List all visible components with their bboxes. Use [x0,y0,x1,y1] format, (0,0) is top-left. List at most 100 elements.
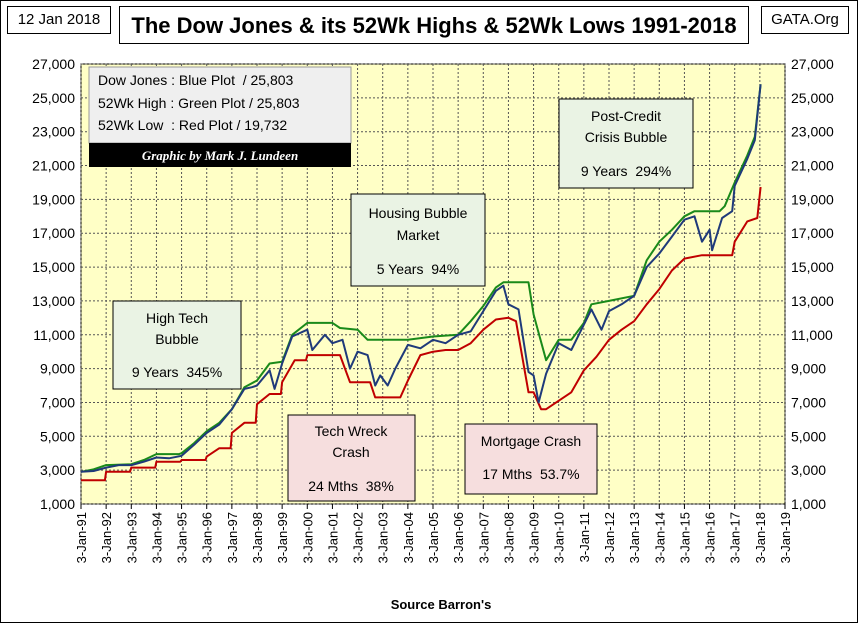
note-high-tech-line2: Bubble [155,331,199,347]
note-high-tech-box [112,300,242,390]
y-tick-label-right: 1,000 [791,496,826,512]
note-post-credit-line2: Crisis Bubble [585,129,668,145]
x-tick-label: 3-Jan-96 [200,512,215,563]
x-axis-label: Source Barron's [391,597,492,612]
note-post-credit: Post-Credit Crisis Bubble 9 Years 294% [558,98,694,189]
y-tick-label-right: 3,000 [791,462,826,478]
y-tick-label-right: 23,000 [791,124,834,140]
y-tick-label-left: 1,000 [40,496,75,512]
y-tick-label-right: 27,000 [791,56,834,72]
y-tick-label-left: 13,000 [32,293,75,309]
note-tech-wreck-line3: 24 Mths 38% [308,478,394,494]
y-tick-label-left: 11,000 [33,327,75,343]
credit-bar [89,143,351,167]
note-tech-wreck-box [287,414,416,502]
series-52wk-high [80,84,762,473]
credit-text: Graphic by Mark J. Lundeen [142,148,298,163]
x-tick-label: 3-Jan-99 [275,512,290,563]
note-housing-line2: Market [397,227,440,243]
x-tick-label: 3-Jan-92 [99,512,114,563]
legend: Dow Jones : Blue Plot / 25,803 52Wk High… [88,66,352,167]
y-tick-label-right: 11,000 [791,327,833,343]
note-tech-wreck-line1: Tech Wreck [315,423,389,439]
y-tick-label-right: 7,000 [791,394,826,410]
y-tick-label-right: 21,000 [791,158,834,174]
x-tick-label: 3-Jan-09 [527,512,542,563]
x-tick-label: 3-Jan-02 [351,512,366,563]
legend-low: 52Wk Low : Red Plot / 19,732 [98,117,287,133]
note-tech-wreck-line2: Crash [332,444,369,460]
x-tick-label: 3-Jan-04 [401,512,416,563]
note-high-tech: High Tech Bubble 9 Years 345% [112,300,242,390]
x-tick-label: 3-Jan-94 [149,512,164,563]
note-mortgage-box [464,423,598,495]
y-tick-label-left: 25,000 [32,90,75,106]
x-tick-label: 3-Jan-91 [74,512,89,563]
x-tick-label: 3-Jan-07 [476,512,491,563]
y-tick-label-left: 19,000 [32,191,75,207]
legend-box [88,66,352,144]
x-tick-label: 3-Jan-08 [501,512,516,563]
note-post-credit-line3: 9 Years 294% [581,163,671,179]
x-tick-label: 3-Jan-16 [703,512,718,563]
y-tick-label-right: 19,000 [791,191,834,207]
note-high-tech-line1: High Tech [146,310,208,326]
note-mortgage: Mortgage Crash 17 Mths 53.7% [464,423,598,495]
x-tick-label: 3-Jan-06 [451,512,466,563]
x-tick-label: 3-Jan-97 [225,512,240,563]
y-tick-label-left: 3,000 [40,462,75,478]
series-52wk-low [81,186,762,482]
note-high-tech-line3: 9 Years 345% [132,364,222,380]
x-tick-label: 3-Jan-03 [376,512,391,563]
y-tick-label-right: 25,000 [791,90,834,106]
y-tick-label-left: 5,000 [40,428,75,444]
x-tick-label: 3-Jan-98 [250,512,265,563]
x-tick-label: 3-Jan-05 [426,512,441,563]
x-tick-label: 3-Jan-11 [577,512,592,562]
legend-high: 52Wk High : Green Plot / 25,803 [98,95,300,111]
x-tick-label: 3-Jan-00 [300,512,315,563]
x-tick-label: 3-Jan-19 [778,512,793,563]
series-layer [80,84,762,482]
y-tick-label-left: 7,000 [40,394,75,410]
y-tick-label-left: 15,000 [32,259,75,275]
note-mortgage-line2: 17 Mths 53.7% [482,466,579,482]
y-tick-label-right: 17,000 [791,225,834,241]
y-tick-label-left: 17,000 [32,225,75,241]
note-tech-wreck: Tech Wreck Crash 24 Mths 38% [287,414,416,502]
legend-dow: Dow Jones : Blue Plot / 25,803 [98,72,294,88]
note-post-credit-box [558,98,694,189]
x-tick-label: 3-Jan-15 [677,512,692,563]
note-housing-line3: 5 Years 94% [377,261,460,277]
y-tick-label-left: 9,000 [40,361,75,377]
note-housing-box [350,193,486,287]
note-post-credit-line1: Post-Credit [591,108,661,124]
x-tick-label: 3-Jan-18 [753,512,768,563]
y-tick-label-left: 23,000 [32,124,75,140]
x-tick-label: 3-Jan-14 [652,512,667,563]
x-axis: 3-Jan-91 3-Jan-92 3-Jan-93 3-Jan-94 3-Jan-95… [74,504,793,563]
note-mortgage-line1: Mortgage Crash [481,433,581,449]
x-tick-label: 3-Jan-10 [552,512,567,563]
site-label: GATA.Org [761,6,849,34]
x-tick-label: 3-Jan-12 [602,512,617,563]
x-tick-label: 3-Jan-17 [728,512,743,563]
series-dow-jones [80,84,762,473]
y-tick-label-right: 13,000 [791,293,834,309]
y-tick-label-right: 9,000 [791,361,826,377]
chart-title: The Dow Jones & its 52Wk Highs & 52Wk Lo… [119,6,749,44]
x-tick-label: 3-Jan-13 [627,512,642,563]
y-tick-label-right: 5,000 [791,428,826,444]
date-label: 12 Jan 2018 [7,6,111,34]
x-tick-label: 3-Jan-01 [325,512,340,563]
x-tick-label: 3-Jan-93 [124,512,139,563]
y-tick-label-right: 15,000 [791,259,834,275]
note-housing: Housing Bubble Market 5 Years 94% [350,193,486,287]
x-tick-label: 3-Jan-95 [175,512,190,563]
y-axis-left: 1,000 3,000 5,000 7,000 9,000 11,000 13,000 15,… [32,56,75,512]
y-axis-right: 1,000 3,000 5,000 7,000 9,000 11,000 13,000 15,… [791,56,834,512]
note-housing-line1: Housing Bubble [369,205,468,221]
y-tick-label-left: 27,000 [32,56,75,72]
